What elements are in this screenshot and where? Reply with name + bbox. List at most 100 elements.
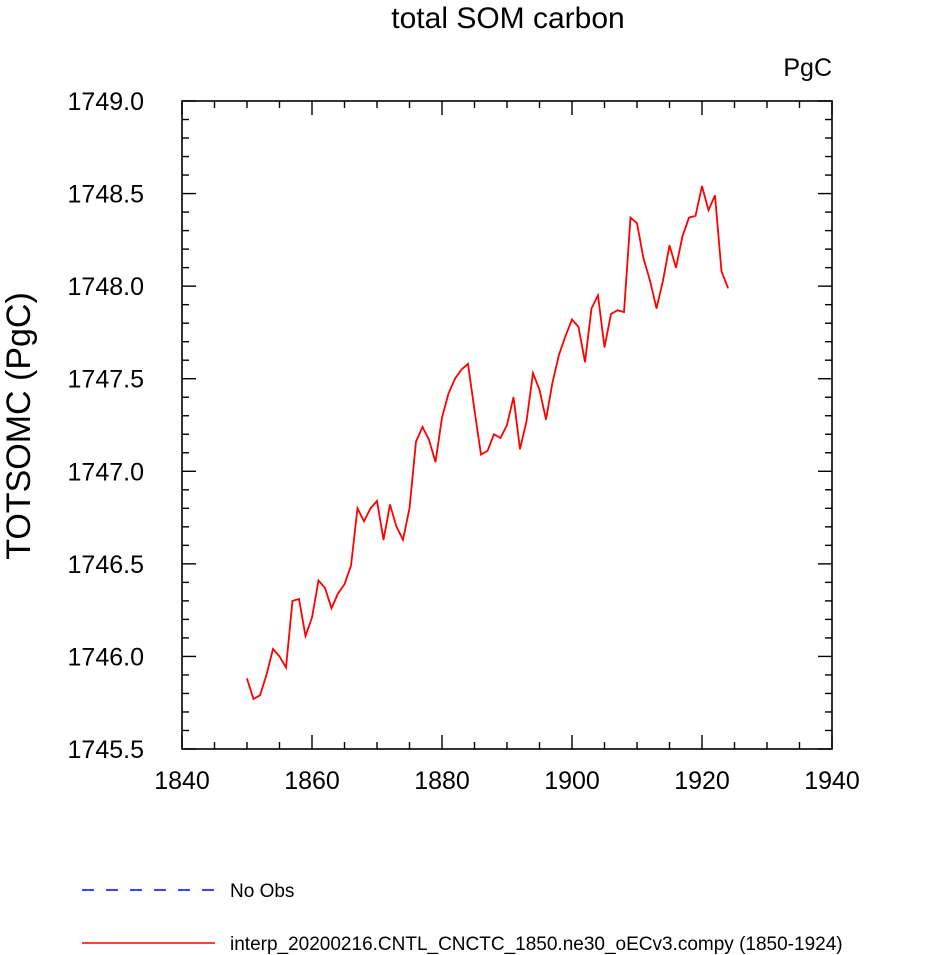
data-point: [473, 409, 476, 411]
units-label: PgC: [783, 54, 832, 82]
data-point: [454, 378, 456, 380]
series-line-1: [246, 185, 729, 701]
data-point: [272, 648, 274, 650]
data-point: [311, 616, 313, 619]
data-point: [467, 363, 469, 365]
data-point: [707, 209, 710, 211]
data-point: [304, 635, 307, 637]
data-point: [525, 420, 528, 422]
data-point: [727, 287, 729, 289]
data-point: [681, 235, 684, 237]
data-point: [551, 381, 554, 384]
data-point: [298, 598, 300, 600]
data-point: [434, 461, 437, 463]
data-point: [350, 565, 352, 567]
data-point: [460, 368, 463, 371]
data-point: [499, 437, 502, 439]
data-point: [252, 698, 255, 700]
data-point: [636, 222, 638, 224]
data-point: [382, 539, 385, 541]
x-tick-label: 1880: [414, 767, 470, 795]
legend-label: interp_20200216.CNTL_CNCTC_1850.ne30_oEC…: [230, 934, 843, 955]
y-tick-label: 1746.0: [68, 643, 144, 671]
data-point: [629, 217, 632, 219]
data-point: [649, 279, 651, 282]
data-point: [493, 433, 495, 435]
data-point: [395, 526, 398, 528]
data-point: [415, 441, 417, 443]
y-tick-label: 1749.0: [68, 88, 144, 116]
data-point: [486, 450, 489, 452]
x-tick-label: 1940: [804, 767, 860, 795]
data-point: [265, 674, 268, 676]
data-point: [480, 454, 482, 456]
y-axis-label: TOTSOMC (PgC): [0, 292, 38, 560]
data-point: [363, 520, 365, 522]
data-point: [369, 507, 372, 509]
data-point: [623, 311, 625, 313]
y-tick-label: 1747.5: [68, 366, 144, 394]
data-point: [376, 500, 378, 502]
legend: No Obs interp_20200216.CNTL_CNCTC_1850.ne…: [82, 881, 843, 955]
data-point: [538, 389, 541, 391]
data-point: [330, 607, 333, 609]
data-point: [291, 600, 294, 602]
data-point: [408, 507, 411, 509]
data-point: [545, 418, 547, 421]
data-point: [688, 217, 690, 219]
data-point: [441, 416, 443, 419]
chart-title: total SOM carbon: [391, 2, 624, 35]
data-point: [324, 587, 326, 589]
data-point: [421, 426, 424, 428]
data-point: [675, 267, 677, 269]
data-point: [694, 215, 697, 217]
data-point: [655, 307, 658, 309]
data-point: [597, 294, 599, 296]
data-point: [278, 655, 281, 658]
data-point: [447, 392, 450, 395]
data-point: [285, 666, 287, 669]
data-point: [389, 504, 391, 506]
x-tick-label: 1840: [154, 767, 210, 795]
data-point: [571, 318, 573, 321]
x-tick-label: 1860: [284, 767, 340, 795]
data-point: [259, 694, 261, 696]
data-point: [506, 424, 508, 426]
data-point: [577, 326, 580, 328]
data-point: [512, 396, 515, 398]
data-point: [317, 579, 320, 582]
data-point: [584, 361, 586, 363]
y-tick-label: 1748.0: [68, 273, 144, 301]
data-point: [603, 346, 606, 348]
data-point: [610, 313, 612, 315]
data-point: [590, 307, 593, 309]
data-series: [246, 185, 729, 701]
data-point: [668, 244, 671, 247]
data-point: [428, 439, 430, 441]
data-point: [720, 270, 723, 272]
data-point: [564, 335, 567, 337]
data-point: [402, 539, 404, 541]
data-point: [519, 448, 521, 450]
axis-ticks: [181, 100, 833, 750]
data-point: [558, 354, 560, 356]
data-point: [532, 372, 534, 374]
y-tick-label: 1748.5: [68, 181, 144, 209]
data-point: [337, 592, 339, 595]
y-tick-label: 1747.0: [68, 458, 144, 486]
y-tick-label: 1745.5: [68, 736, 144, 764]
axis-tick-labels: 1840 1860 1880 1900 1920 1940 1745.5 1746.0 1746…: [68, 88, 860, 795]
data-point: [343, 583, 346, 585]
x-tick-label: 1920: [674, 767, 730, 795]
data-point: [616, 309, 619, 311]
data-point: [714, 194, 716, 197]
data-point: [642, 257, 645, 259]
data-point: [356, 507, 359, 509]
data-point: [701, 185, 703, 187]
data-point: [662, 279, 664, 282]
y-tick-label: 1746.5: [68, 551, 144, 579]
legend-label: No Obs: [230, 881, 294, 902]
x-tick-label: 1900: [544, 767, 600, 795]
data-point: [246, 678, 248, 680]
